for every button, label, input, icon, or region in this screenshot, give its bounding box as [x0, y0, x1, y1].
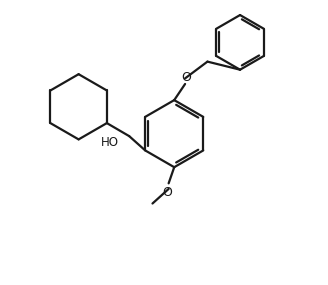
Text: O: O	[162, 186, 172, 199]
Text: O: O	[181, 71, 191, 84]
Text: HO: HO	[101, 137, 119, 149]
